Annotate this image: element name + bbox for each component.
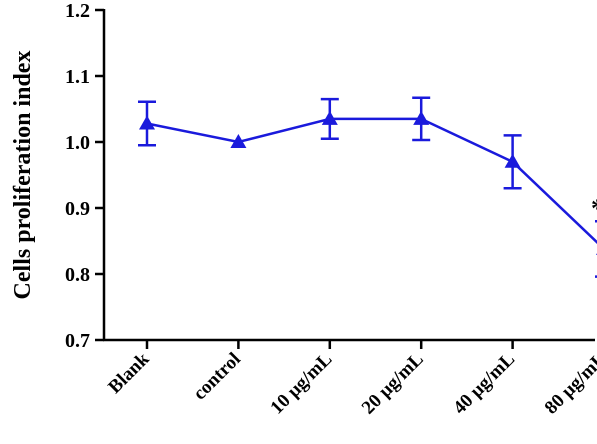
series-line [146,117,597,244]
y-axis-ticks: 0.7 0.8 0.9 1.0 1.1 1.2 [65,0,104,352]
x-category-label: 40 μg/mL [449,349,519,419]
data-point-marker [230,134,247,148]
y-tick-label: 1.2 [65,0,90,22]
data-point-marker [139,115,155,130]
y-tick-label: 0.9 [65,198,90,220]
data-point-marker [413,110,430,125]
x-axis-categories: Blank control 10 μg/mL 20 μg/mL 40 μg/mL 80 μ… [104,340,597,419]
y-tick-label: 1.0 [65,132,90,154]
annotations: ** [591,194,597,223]
x-category-label: 20 μg/mL [358,349,428,419]
y-tick-label: 1.1 [65,66,90,88]
y-tick-label: 0.7 [65,330,90,352]
data-point-marker [321,110,338,125]
series [138,96,597,278]
y-tick-label: 0.8 [65,264,90,286]
x-category-label: 10 μg/mL [266,349,336,419]
x-category-label: Blank [104,348,154,398]
x-category-label: 80 μg/mL [541,349,597,419]
significance-annotation: ** [591,194,597,223]
y-axis-label: Cells proliferation index [10,51,36,300]
data-point-marker [504,153,521,168]
x-category-label: control [189,349,245,405]
